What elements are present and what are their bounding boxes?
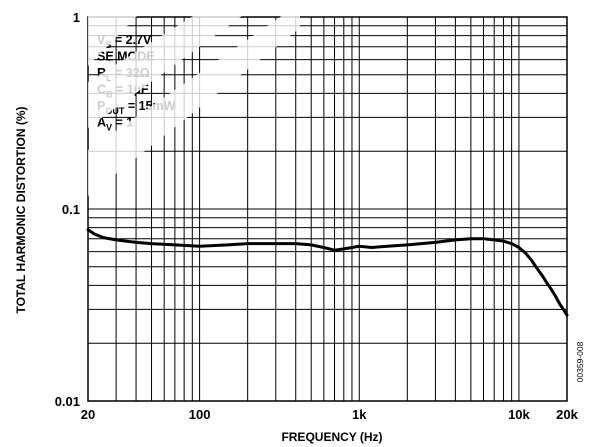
x-axis-title: FREQUENCY (Hz)	[281, 430, 382, 444]
x-tick-label: 100	[189, 407, 211, 422]
x-tick-labels: 20 100 1k 10k 20k	[81, 407, 579, 422]
y-axis-title: TOTAL HARMONIC DISTORTION (%)	[14, 106, 28, 313]
thd-curve	[86, 228, 569, 317]
y-tick-label: 1	[73, 10, 80, 25]
x-tick-label: 10k	[508, 407, 530, 422]
x-tick-label: 20k	[556, 407, 578, 422]
y-tick-labels: 0.01 0.1 1	[55, 10, 80, 409]
figure-id: 00359-008	[575, 341, 585, 382]
x-tick-label: 20	[81, 407, 95, 422]
grid-lines	[88, 17, 567, 401]
y-tick-label: 0.01	[55, 394, 80, 409]
plot-frame	[87, 16, 568, 402]
y-tick-label: 0.1	[62, 202, 80, 217]
data-series	[86, 228, 569, 317]
x-tick-label: 1k	[352, 407, 367, 422]
watermark-logo	[88, 13, 300, 196]
